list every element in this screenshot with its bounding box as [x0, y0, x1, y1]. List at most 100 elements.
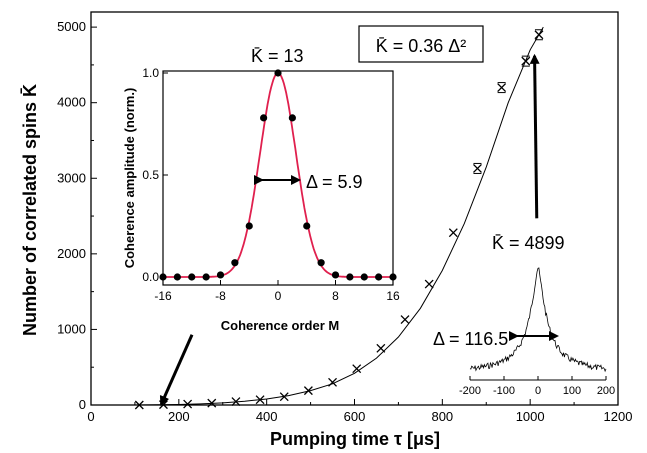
main-data-point — [473, 162, 482, 174]
main-point-stroke — [303, 386, 313, 396]
main-point-stroke — [279, 392, 289, 402]
formula-label: K̄ = 0.36 Δ² — [376, 36, 467, 56]
inset1-data-point — [274, 69, 282, 77]
main-point-stroke — [424, 279, 434, 289]
main-data-point — [134, 400, 144, 410]
main-fit-curve — [134, 26, 544, 406]
inset1-x-axis-label: Coherence order M — [221, 318, 339, 333]
inset1-data-point — [202, 273, 210, 281]
main-data-point — [279, 392, 289, 402]
inset2-k-label: K̄ = 4899 — [492, 233, 565, 253]
main-data-points — [134, 29, 544, 410]
main-data-point — [534, 29, 544, 41]
inset1-data-point — [346, 273, 354, 281]
main-data-point — [207, 398, 217, 408]
main-x-tick-label: 600 — [344, 409, 366, 424]
main-point-stroke — [183, 399, 193, 409]
main-data-point — [352, 364, 362, 374]
inset1-data-point — [245, 222, 253, 230]
main-y-tick-label: 1000 — [57, 321, 86, 336]
inset1-x-tick-label: 0 — [275, 289, 282, 303]
main-data-point — [255, 395, 265, 405]
main-arrow — [529, 53, 540, 219]
main-point-stroke — [134, 400, 144, 410]
main-x-axis-label: Pumping time τ [μs] — [270, 429, 440, 449]
inset2-x-tick-label: -100 — [493, 385, 515, 397]
inset1-x-tick-label: 16 — [386, 289, 400, 303]
main-point-stroke — [328, 377, 338, 387]
inset1-data-point — [159, 273, 167, 281]
main-x-tick-label: 200 — [168, 409, 190, 424]
main-x-tick-label: 0 — [87, 409, 94, 424]
main-x-tick-label: 1000 — [516, 409, 545, 424]
inset1-data-point — [389, 273, 397, 281]
main-data-point — [328, 377, 338, 387]
main-data-point — [521, 55, 531, 67]
main-data-point — [424, 279, 434, 289]
inset1-data-point — [260, 114, 268, 122]
main-point-stroke — [448, 228, 458, 238]
main-data-point — [303, 386, 313, 396]
inset1-x-tick-label: -8 — [215, 289, 226, 303]
inset2-x-tick-label: 200 — [597, 385, 615, 397]
inset1-data-point — [317, 259, 325, 267]
main-point-stroke — [521, 56, 531, 66]
main-y-tick-label: 0 — [79, 397, 86, 412]
main-point-stroke — [400, 315, 410, 325]
main-point-stroke — [534, 30, 544, 40]
inset1-data-point — [303, 222, 311, 230]
main-data-point — [231, 397, 241, 407]
inset1-data-point — [231, 259, 239, 267]
main-y-axis-label: Number of correlated spins K̄ — [20, 84, 40, 336]
main-arrows — [159, 53, 540, 407]
main-point-stroke — [231, 397, 241, 407]
inset1-x-tick-label: 8 — [332, 289, 339, 303]
inset1-x-tick-label: -16 — [154, 289, 172, 303]
inset1-data-point — [360, 273, 368, 281]
inset1-y-tick-label: 0.5 — [142, 168, 159, 182]
inset1-data-point — [173, 273, 181, 281]
inset-coherence-chart: -16 -8 0 8 16 0.0 0.5 1.0 Δ = 5.9 K̄ = 13 Coher… — [122, 46, 400, 333]
main-y-tick-label: 3000 — [57, 170, 86, 185]
inset2-tick-labels: -200 -100 0 100 200 — [459, 385, 615, 397]
inset-spectrum-chart: -200 -100 0 100 200 — [459, 267, 615, 397]
main-y-tick-label: 4000 — [57, 95, 86, 110]
main-x-tick-label: 800 — [431, 409, 453, 424]
main-point-stroke — [207, 398, 217, 408]
main-point-stroke — [352, 364, 362, 374]
main-y-tick-label: 5000 — [57, 19, 86, 34]
main-point-stroke — [255, 395, 265, 405]
inset2-delta-label: Δ = 116.5 — [433, 329, 508, 349]
inset1-tick-labels: -16 -8 0 8 16 0.0 0.5 1.0 — [142, 66, 400, 303]
inset2-x-tick-label: 0 — [535, 385, 541, 397]
main-data-point — [376, 343, 386, 353]
inset1-data-point — [216, 271, 225, 279]
inset2-axis-ticks — [469, 376, 607, 380]
inset1-data-point — [288, 114, 296, 122]
formula-box — [358, 25, 484, 63]
main-data-point — [183, 399, 193, 409]
main-y-tick-label: 2000 — [57, 246, 86, 261]
inset1-data-point — [375, 273, 383, 281]
main-data-point — [497, 82, 507, 94]
inset2-x-tick-label: -200 — [459, 385, 481, 397]
inset1-y-tick-label: 0.0 — [142, 270, 159, 284]
inset1-k-label: K̄ = 13 — [251, 46, 304, 66]
main-data-point — [400, 315, 410, 325]
main-point-stroke — [376, 343, 386, 353]
inset1-delta-label: Δ = 5.9 — [306, 172, 363, 192]
main-arrow — [159, 334, 194, 407]
main-point-stroke — [473, 163, 482, 173]
main-x-tick-label: 400 — [256, 409, 278, 424]
inset1-axis-ticks — [162, 72, 394, 285]
inset1-y-axis-label: Coherence amplitude (norm.) — [122, 88, 137, 269]
main-tick-labels: 0 200 400 600 800 1000 12000100020003000400050… — [57, 19, 632, 424]
main-data-point — [448, 228, 458, 238]
inset1-data-point — [331, 271, 340, 279]
inset2-x-tick-label: 100 — [563, 385, 581, 397]
inset1-data-point — [188, 273, 196, 281]
inset2-spectrum-line — [469, 267, 607, 373]
main-chart: 0 200 400 600 800 1000 12000100020003000400050… — [20, 11, 632, 449]
inset1-y-tick-label: 1.0 — [142, 66, 159, 80]
